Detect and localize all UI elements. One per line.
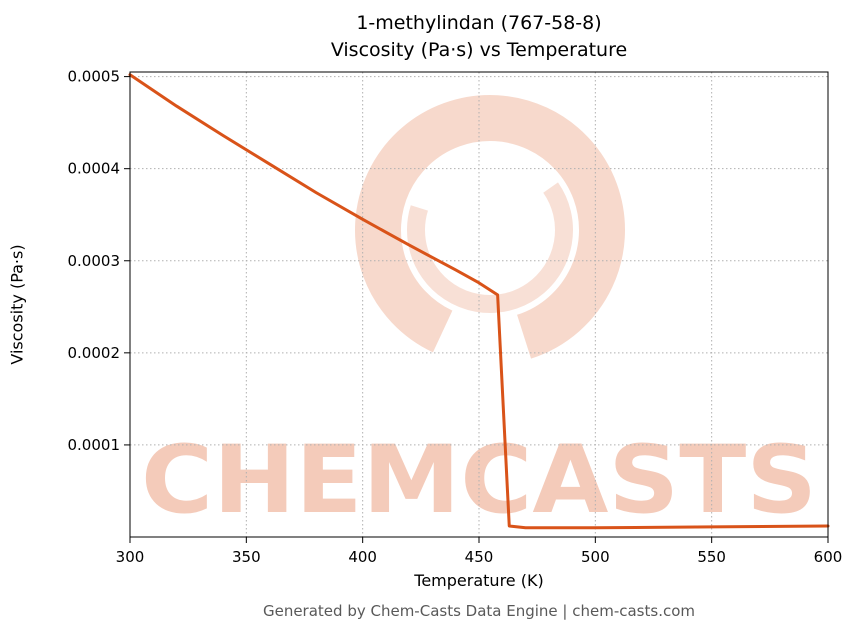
y-axis-label: Viscosity (Pa·s) — [7, 244, 27, 365]
y-axis-label-box: Viscosity (Pa·s) — [2, 72, 32, 537]
chart-title-line2: Viscosity (Pa·s) vs Temperature — [330, 39, 628, 61]
x-tick-label: 600 — [814, 548, 843, 566]
chart-title-line1: 1-methylindan (767-58-8) — [356, 12, 602, 34]
x-tick-label: 300 — [116, 548, 145, 566]
y-tick-label: 0.0004 — [68, 160, 121, 178]
x-tick-label: 450 — [465, 548, 494, 566]
x-tick-label: 500 — [581, 548, 610, 566]
y-tick-label: 0.0003 — [68, 252, 121, 270]
viscosity-line — [128, 73, 830, 530]
watermark-logo-inner-icon — [407, 147, 573, 313]
y-tick-label: 0.0005 — [68, 68, 121, 86]
x-tick-label: 350 — [232, 548, 261, 566]
x-tick-label: 550 — [697, 548, 726, 566]
y-tick-label: 0.0001 — [68, 436, 121, 454]
watermark-logo-icon — [355, 95, 625, 365]
x-axis-label: Temperature (K) — [414, 571, 544, 590]
footer-credit: Generated by Chem-Casts Data Engine | ch… — [262, 602, 696, 620]
x-tick-label: 400 — [348, 548, 377, 566]
chart-title: 1-methylindan (767-58-8) Viscosity (Pa·s… — [130, 10, 828, 64]
y-tick-label: 0.0002 — [68, 344, 121, 362]
